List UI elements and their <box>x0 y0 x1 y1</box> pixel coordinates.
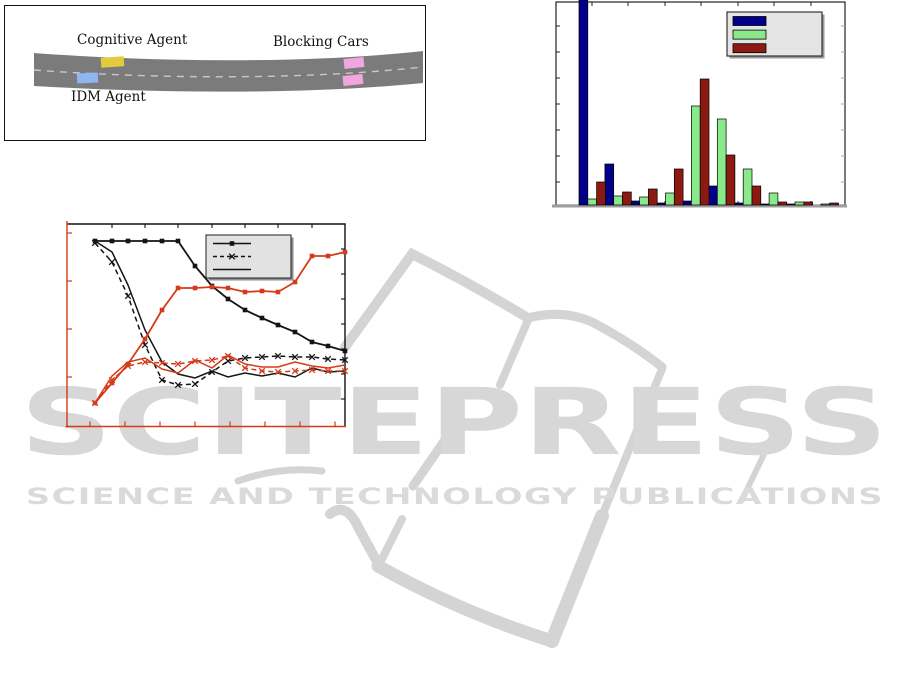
blocking-car-2 <box>342 73 364 87</box>
bar-chart-axes <box>552 1 847 208</box>
bar-series-blue <box>578 0 796 206</box>
road-diagram-canvas <box>33 51 424 92</box>
line-chart-axes <box>65 221 346 428</box>
line-series-red-dashed-x <box>91 352 349 407</box>
bar-series-red <box>596 78 839 206</box>
label-idm-agent: IDM Agent <box>71 89 146 105</box>
label-cognitive-agent: Cognitive Agent <box>77 32 188 48</box>
road-graphic <box>33 51 424 92</box>
idm-agent-car <box>76 72 99 84</box>
cognitive-agent-car <box>100 56 125 68</box>
bar-chart-legend <box>726 11 825 59</box>
blocking-car-1 <box>343 56 365 70</box>
bar-series-green <box>587 105 831 206</box>
line-series-black-dashed-x <box>91 239 349 389</box>
watermark-title: SCITEPRESS <box>20 369 888 476</box>
line-chart-legend <box>205 234 294 281</box>
road-diagram-figure: Cognitive Agent Blocking Cars IDM Agent <box>4 5 426 141</box>
line-series-red-solid-square <box>92 249 348 406</box>
line-series-black-solid-square <box>92 238 348 354</box>
line-series-red-solid-plain <box>94 354 346 404</box>
label-blocking-cars: Blocking Cars <box>273 34 369 50</box>
watermark-book-graphic <box>234 247 769 648</box>
line-series-black-solid-plain <box>94 240 346 379</box>
watermark-subtitle: SCIENCE AND TECHNOLOGY PUBLICATIONS <box>26 485 884 510</box>
